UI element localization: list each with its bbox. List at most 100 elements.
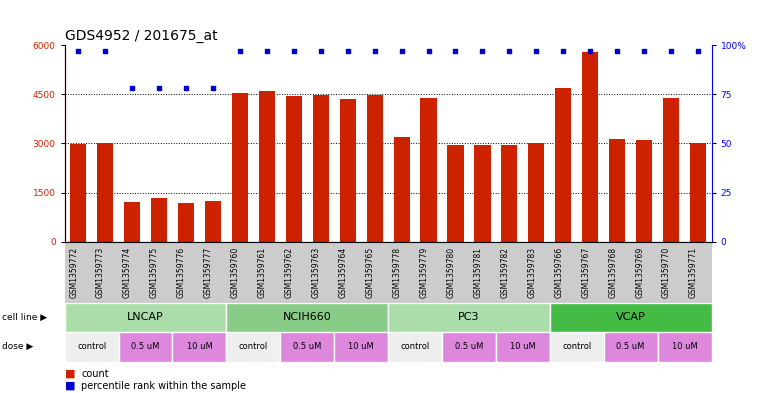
Bar bbox=[447, 145, 463, 242]
Bar bbox=[178, 203, 194, 242]
Text: GSM1359771: GSM1359771 bbox=[689, 246, 698, 298]
Bar bbox=[421, 98, 437, 242]
Text: GSM1359777: GSM1359777 bbox=[204, 246, 213, 298]
Text: GSM1359776: GSM1359776 bbox=[177, 246, 186, 298]
Bar bbox=[474, 145, 491, 242]
Text: control: control bbox=[77, 342, 107, 351]
Text: GSM1359761: GSM1359761 bbox=[258, 246, 267, 298]
Text: GSM1359780: GSM1359780 bbox=[447, 246, 456, 298]
Bar bbox=[124, 202, 140, 242]
Text: GSM1359774: GSM1359774 bbox=[123, 246, 132, 298]
Text: 0.5 uM: 0.5 uM bbox=[132, 342, 160, 351]
Bar bbox=[550, 303, 712, 332]
Point bbox=[234, 48, 246, 54]
Point bbox=[476, 48, 489, 54]
Text: 10 uM: 10 uM bbox=[349, 342, 374, 351]
Text: 10 uM: 10 uM bbox=[510, 342, 536, 351]
Bar bbox=[528, 143, 544, 242]
Bar bbox=[496, 332, 550, 362]
Bar bbox=[259, 91, 275, 242]
Bar bbox=[393, 137, 409, 242]
Bar bbox=[280, 332, 334, 362]
Bar bbox=[603, 332, 658, 362]
Point bbox=[207, 85, 219, 92]
Text: GSM1359770: GSM1359770 bbox=[662, 246, 671, 298]
Bar bbox=[205, 201, 221, 242]
Text: VCAP: VCAP bbox=[616, 312, 645, 322]
Bar bbox=[556, 88, 572, 242]
Bar bbox=[334, 332, 388, 362]
Point bbox=[584, 48, 597, 54]
Point bbox=[557, 48, 569, 54]
Bar bbox=[388, 332, 442, 362]
Bar bbox=[663, 97, 679, 242]
Bar bbox=[232, 93, 248, 242]
Text: GSM1359772: GSM1359772 bbox=[69, 246, 78, 298]
Text: 0.5 uM: 0.5 uM bbox=[455, 342, 483, 351]
Bar bbox=[690, 143, 706, 242]
Bar bbox=[70, 144, 86, 242]
Text: GSM1359768: GSM1359768 bbox=[608, 246, 617, 298]
Text: GSM1359764: GSM1359764 bbox=[339, 246, 348, 298]
Bar bbox=[227, 332, 280, 362]
Text: GDS4952 / 201675_at: GDS4952 / 201675_at bbox=[65, 29, 218, 43]
Text: GSM1359767: GSM1359767 bbox=[581, 246, 591, 298]
Point bbox=[261, 48, 273, 54]
Bar bbox=[501, 145, 517, 242]
Text: GSM1359766: GSM1359766 bbox=[554, 246, 563, 298]
Text: ■: ■ bbox=[65, 380, 75, 391]
Point bbox=[180, 85, 192, 92]
Point bbox=[288, 48, 300, 54]
Bar bbox=[173, 332, 227, 362]
Bar bbox=[636, 140, 652, 242]
Bar bbox=[609, 138, 626, 242]
Text: PC3: PC3 bbox=[458, 312, 479, 322]
Point bbox=[72, 48, 84, 54]
Point bbox=[314, 48, 326, 54]
Bar bbox=[227, 303, 388, 332]
Text: NCIH660: NCIH660 bbox=[283, 312, 332, 322]
Text: GSM1359765: GSM1359765 bbox=[365, 246, 374, 298]
Point bbox=[153, 85, 165, 92]
Text: GSM1359760: GSM1359760 bbox=[231, 246, 240, 298]
Text: GSM1359778: GSM1359778 bbox=[393, 246, 402, 298]
Text: ■: ■ bbox=[65, 369, 75, 379]
Point bbox=[450, 48, 462, 54]
Text: GSM1359763: GSM1359763 bbox=[312, 246, 320, 298]
Text: 10 uM: 10 uM bbox=[672, 342, 698, 351]
Bar bbox=[285, 96, 302, 242]
Text: GSM1359783: GSM1359783 bbox=[527, 246, 537, 298]
Point bbox=[342, 48, 354, 54]
Point bbox=[665, 48, 677, 54]
Bar bbox=[339, 99, 356, 242]
Text: GSM1359781: GSM1359781 bbox=[473, 246, 482, 298]
Text: GSM1359779: GSM1359779 bbox=[419, 246, 428, 298]
Text: LNCAP: LNCAP bbox=[127, 312, 164, 322]
Point bbox=[396, 48, 408, 54]
Text: control: control bbox=[239, 342, 268, 351]
Bar bbox=[582, 52, 598, 242]
Text: count: count bbox=[81, 369, 109, 379]
Bar bbox=[97, 143, 113, 242]
Point bbox=[611, 48, 623, 54]
Point bbox=[692, 48, 704, 54]
Text: 0.5 uM: 0.5 uM bbox=[616, 342, 645, 351]
Text: 0.5 uM: 0.5 uM bbox=[293, 342, 321, 351]
Bar bbox=[151, 198, 167, 242]
Bar bbox=[442, 332, 496, 362]
Point bbox=[99, 48, 111, 54]
Text: control: control bbox=[400, 342, 430, 351]
Bar bbox=[658, 332, 712, 362]
Bar bbox=[388, 303, 550, 332]
Point bbox=[503, 48, 515, 54]
Bar bbox=[65, 332, 119, 362]
Point bbox=[126, 85, 139, 92]
Text: GSM1359775: GSM1359775 bbox=[150, 246, 159, 298]
Text: GSM1359782: GSM1359782 bbox=[501, 246, 509, 298]
Point bbox=[368, 48, 380, 54]
Text: 10 uM: 10 uM bbox=[186, 342, 212, 351]
Text: GSM1359769: GSM1359769 bbox=[635, 246, 644, 298]
Bar bbox=[65, 303, 227, 332]
Text: percentile rank within the sample: percentile rank within the sample bbox=[81, 380, 247, 391]
Text: GSM1359773: GSM1359773 bbox=[96, 246, 105, 298]
